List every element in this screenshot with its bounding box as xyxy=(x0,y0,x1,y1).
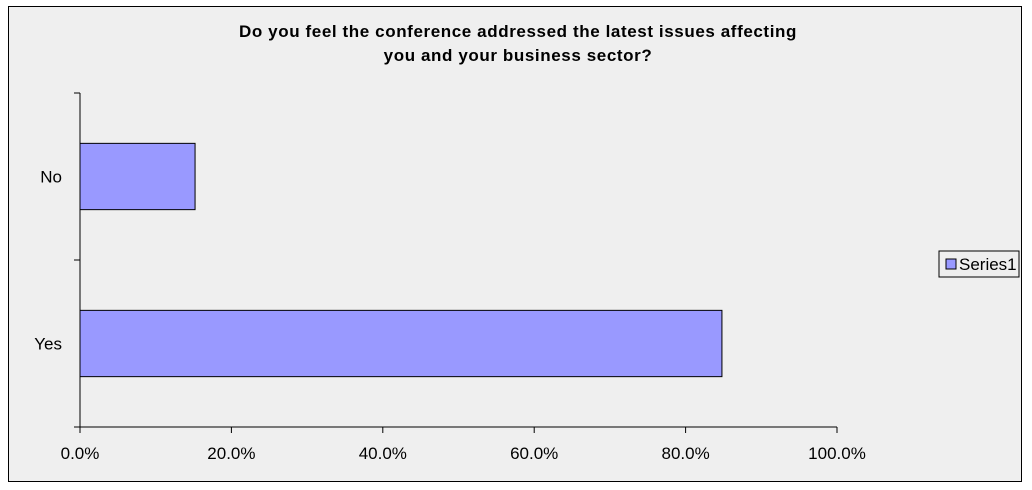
bar-no xyxy=(79,142,196,211)
x-tick-label: 80.0% xyxy=(661,444,709,463)
bar-chart: Do you feel the conference addressed the… xyxy=(34,22,1020,463)
bar-yes xyxy=(79,309,723,378)
x-tick-label: 40.0% xyxy=(359,444,407,463)
chart-title-line-1: Do you feel the conference addressed the… xyxy=(239,22,797,41)
category-label-no: No xyxy=(40,168,62,187)
x-tick-label: 60.0% xyxy=(510,444,558,463)
category-label-yes: Yes xyxy=(34,335,62,354)
x-tick-labels: 0.0% 20.0% 40.0% 60.0% 80.0% 100.0% xyxy=(61,444,866,463)
chart-title: Do you feel the conference addressed the… xyxy=(239,22,797,65)
chart-frame: Do you feel the conference addressed the… xyxy=(8,6,1022,482)
legend-label: Series1 xyxy=(959,255,1017,274)
x-tick-label: 20.0% xyxy=(207,444,255,463)
category-labels: No Yes xyxy=(34,168,62,354)
legend-swatch xyxy=(945,258,957,270)
chart-title-line-2: you and your business sector? xyxy=(384,46,653,65)
x-tick-label: 100.0% xyxy=(808,444,866,463)
legend: Series1 xyxy=(938,250,1020,278)
x-tick-label: 0.0% xyxy=(61,444,100,463)
chart-bars xyxy=(79,142,723,378)
